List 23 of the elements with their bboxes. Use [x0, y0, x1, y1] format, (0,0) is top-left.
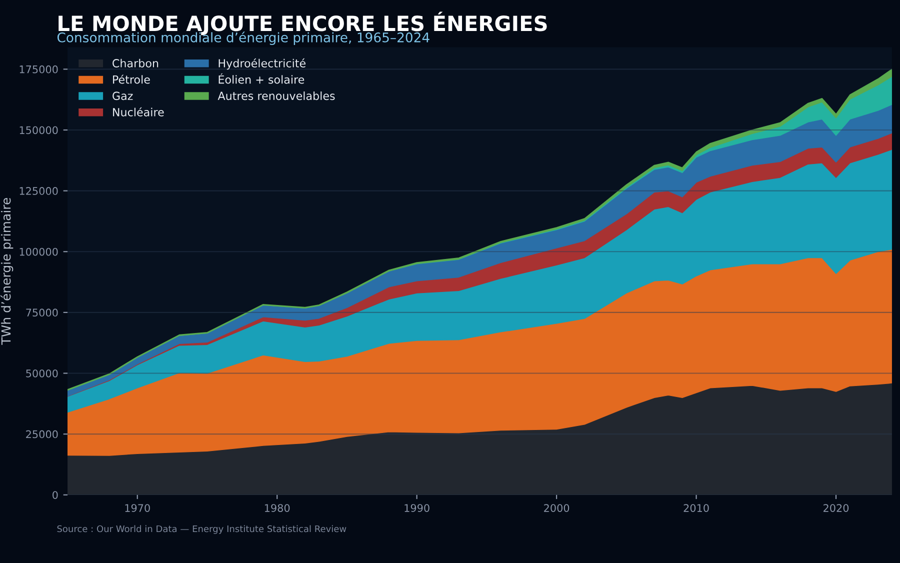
y-tick-label: 75000 — [26, 308, 58, 317]
legend-label: Hydroélectricité — [218, 58, 306, 70]
legend-label: Éolien + solaire — [218, 73, 304, 84]
y-tick-label: 175000 — [20, 65, 58, 74]
x-tick-label: 1990 — [404, 504, 430, 512]
x-tick-label: 2000 — [544, 504, 570, 512]
y-tick-label: 125000 — [20, 187, 58, 195]
legend-label: Charbon — [112, 58, 158, 68]
y-tick-label: 0 — [52, 491, 58, 499]
y-tick-label: 50000 — [26, 369, 58, 378]
legend-label: Autres renouvelables — [218, 91, 335, 100]
legend-label: Gaz — [112, 92, 133, 100]
y-tick-label: 150000 — [20, 126, 58, 134]
x-tick-label: 1970 — [125, 504, 150, 512]
y-tick-label: 100000 — [20, 248, 58, 256]
y-axis-title: TWh d’énergie primaire — [0, 198, 14, 345]
x-tick-label: 2010 — [684, 504, 709, 512]
y-tick-label: 25000 — [26, 430, 58, 438]
x-tick-label: 1980 — [264, 504, 290, 512]
legend-label: Pétrole — [113, 74, 150, 84]
x-tick-label: 2020 — [824, 504, 849, 512]
source-note: Source : Our World in Data — Energy Institute Statistical Review — [57, 525, 346, 534]
legend-label: Nucléaire — [113, 107, 164, 116]
